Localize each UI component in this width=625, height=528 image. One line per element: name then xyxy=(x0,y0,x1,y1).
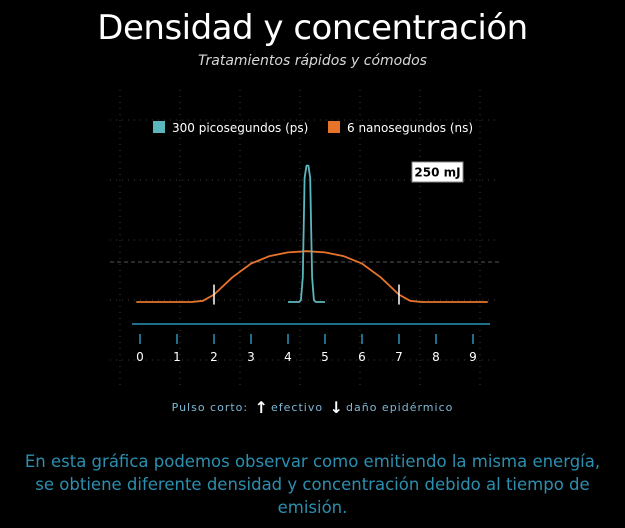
page-title: Densidad y concentración xyxy=(97,8,528,48)
caption-damage: daño epidérmico xyxy=(346,401,454,414)
x-tick-label: 9 xyxy=(469,350,477,364)
legend: 300 picosegundos (ps) 6 nanosegundos (ns… xyxy=(153,121,473,135)
x-tick-label: 4 xyxy=(284,350,292,364)
x-tick-label: 3 xyxy=(247,350,255,364)
arrow-down-icon: ↓ xyxy=(329,398,344,417)
energy-badge-label: 250 mJ xyxy=(414,166,460,180)
page-subtitle: Tratamientos rápidos y cómodos xyxy=(198,53,427,69)
legend-swatch-ns xyxy=(328,121,340,133)
x-tick-label: 6 xyxy=(358,350,366,364)
pulse-chart: 300 picosegundos (ps) 6 nanosegundos (ns… xyxy=(110,90,500,385)
caption-prefix: Pulso corto: xyxy=(171,401,249,414)
x-tick-label: 7 xyxy=(395,350,403,364)
energy-badge: 250 mJ xyxy=(411,161,464,183)
legend-swatch-ps xyxy=(153,121,165,133)
x-tick-label: 5 xyxy=(321,350,329,364)
energy-badge-box xyxy=(411,161,464,183)
pulse-caption: Pulso corto: ↑ efectivo ↓ daño epidérmico xyxy=(0,398,625,417)
x-tick-label: 8 xyxy=(432,350,440,364)
arrow-up-icon: ↑ xyxy=(254,398,270,417)
series-line-ps xyxy=(288,164,325,303)
series-markers xyxy=(213,284,400,305)
series-line-ns xyxy=(136,250,488,303)
legend-label-ns: 6 nanosegundos (ns) xyxy=(347,121,473,135)
legend-label-ps: 300 picosegundos (ps) xyxy=(172,121,308,135)
series-lines xyxy=(136,164,488,303)
x-ticks: 0 1 2 3 4 5 6 7 8 9 xyxy=(136,334,477,364)
caption-effective: efectivo xyxy=(271,401,324,414)
x-tick-label: 2 xyxy=(210,350,218,364)
footer-description: En esta gráfica podemos observar como em… xyxy=(24,452,601,517)
x-tick-label: 1 xyxy=(173,350,181,364)
x-tick-label: 0 xyxy=(136,350,144,364)
